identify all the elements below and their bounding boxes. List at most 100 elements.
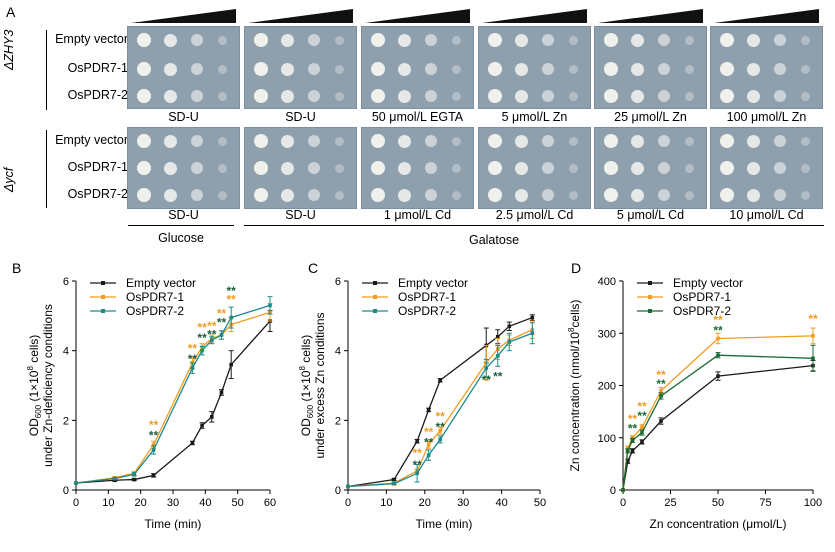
panel-d-significance-marker: ** (637, 409, 647, 423)
top-spot (515, 33, 528, 47)
bottom-spot (308, 135, 320, 147)
panel-c-data-point (438, 378, 442, 383)
bottom-spot (542, 162, 554, 174)
bottom-spot (218, 136, 227, 146)
panel-c-y-tick-label: 4 (335, 346, 341, 358)
bottom-spot (774, 189, 786, 201)
panel-c-legend-label-2: OsPDR7-2 (398, 304, 456, 318)
bottom-spot (191, 189, 203, 201)
top-spot (452, 91, 461, 101)
bottom-spot (685, 136, 694, 146)
panel-d-y-tick-label: 0 (610, 485, 616, 497)
panel-d-data-point (811, 334, 815, 338)
top-spot (164, 62, 177, 76)
panel-d-data-point (640, 425, 644, 430)
top-spot (685, 35, 694, 45)
top-dilution-wedge-1 (248, 9, 353, 23)
bottom-spot (488, 188, 502, 202)
panel-d-y-tick-label: 100 (598, 433, 616, 445)
top-spot (308, 90, 320, 102)
bottom-spot (398, 188, 411, 202)
top-row-label-1: OsPDR7-1 (67, 61, 128, 75)
top-spot (254, 62, 268, 76)
top-spot (569, 35, 578, 45)
panel-d-data-point (659, 419, 663, 423)
top-spot (335, 91, 344, 101)
panel-c-significance-marker: ** (435, 420, 445, 434)
panel-b-data-point (268, 303, 272, 308)
panel-a-letter: A (6, 4, 16, 20)
panel-b-x-tick-label: 0 (73, 497, 79, 509)
panel-d-y-tick-label: 200 (598, 381, 616, 393)
top-spot (218, 64, 227, 74)
panel-d-letter: D (571, 260, 581, 276)
panel-c-y-tick-label: 0 (335, 485, 341, 497)
top-spot (801, 64, 810, 74)
top-spot (335, 35, 344, 45)
bottom-row-label-2: OsPDR7-2 (67, 187, 128, 201)
panel-d-legend-marker-2 (648, 309, 652, 313)
bottom-spot (335, 136, 344, 146)
bottom-spot (515, 188, 528, 202)
bottom-spot (631, 134, 644, 148)
top-spot (569, 91, 578, 101)
panel-d-significance-marker: ** (656, 377, 666, 391)
galactose-label: Galatose (468, 233, 520, 247)
top-spot (488, 62, 502, 76)
bottom-spot (371, 161, 385, 175)
panel-b-data-point (113, 476, 117, 481)
top-spot (515, 89, 528, 103)
top-spot (774, 90, 786, 102)
bottom-spot (137, 134, 151, 148)
top-spot (425, 90, 437, 102)
top-spot (774, 63, 786, 75)
bottom-condition-label-4: 5 μmol/L Cd (616, 208, 685, 222)
bottom-condition-label-3: 2.5 μmol/L Cd (495, 208, 574, 222)
panel-b-y-axis-title-2: under Zn-deficiency conditions (41, 304, 55, 467)
panel-c-y-axis-title-2: under excess Zn conditions (313, 312, 327, 458)
top-spot (720, 89, 734, 103)
panel-c-letter: C (308, 260, 318, 276)
top-condition-label-2: 50 μmol/L EGTA (371, 110, 464, 124)
panel-d-y-tick-label: 400 (598, 276, 616, 288)
panel-c-data-point (530, 315, 535, 320)
bottom-spot (604, 134, 618, 148)
bottom-spot (254, 134, 268, 148)
panel-d-legend-label-2: OsPDR7-2 (673, 304, 731, 318)
top-spot (542, 90, 554, 102)
bottom-spot (164, 161, 177, 175)
panel-c-data-point (426, 442, 431, 447)
panel-c-legend-marker-2 (373, 309, 377, 313)
panel-b-data-point (229, 315, 233, 320)
panel-b-series-line-2 (75, 304, 271, 484)
bottom-spot (452, 136, 461, 146)
panel-c-y-tick-label: 6 (335, 276, 341, 288)
bottom-spot (281, 188, 294, 202)
bottom-row-label-0: Empty vector (55, 133, 128, 147)
panel-b-y-tick-label: 0 (63, 485, 69, 497)
panel-b-significance-marker: ** (207, 327, 217, 341)
top-spot (191, 63, 203, 75)
bottom-spot (137, 161, 151, 175)
bottom-spot (281, 161, 294, 175)
panel-b-data-point (229, 362, 233, 367)
top-dilution-wedge-2 (365, 9, 470, 23)
panel-d-legend-marker-0 (648, 281, 652, 285)
top-spot (137, 33, 151, 47)
bottom-spot (218, 190, 227, 200)
panel-c-data-point (392, 477, 396, 482)
panel-b-y-tick-label: 2 (63, 415, 69, 427)
top-spot (398, 89, 411, 103)
panel-c-significance-marker: ** (493, 369, 503, 383)
top-spot (452, 64, 461, 74)
top-spot (371, 89, 385, 103)
panel-d-data-point (640, 430, 644, 435)
galactose-line (244, 225, 824, 226)
bottom-spot (398, 161, 411, 175)
panel-d-x-tick-label: 0 (620, 497, 626, 509)
bottom-row-label-1: OsPDR7-1 (67, 160, 128, 174)
panel-d-data-point (659, 388, 663, 393)
panel-b-data-point (74, 481, 78, 485)
panel-b-x-tick-label: 30 (167, 497, 179, 509)
panel-b-significance-marker: ** (149, 418, 159, 432)
